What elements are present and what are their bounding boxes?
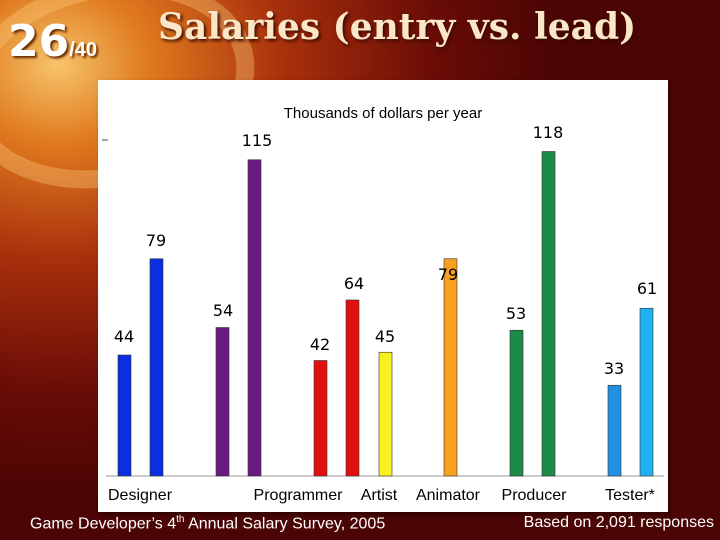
source-note: Game Developer’s 4th Annual Salary Surve… xyxy=(30,514,385,533)
category-label-artist: Artist xyxy=(361,487,398,504)
slide-number-total: /40 xyxy=(69,39,98,61)
category-label-tester: Tester* xyxy=(605,487,655,504)
category-label-designer: Designer xyxy=(108,487,173,504)
chart-title: Thousands of dollars per year xyxy=(284,105,482,122)
data-label-producer-entry: 53 xyxy=(506,304,526,323)
source-note-sup: th xyxy=(176,514,185,525)
data-label-animator-lead: 79 xyxy=(438,265,458,284)
category-label-animator: Animator xyxy=(416,487,481,504)
category-label-producer: Producer xyxy=(502,487,568,504)
data-label-programmer-lead: 115 xyxy=(242,131,273,150)
data-label-tester-lead: 61 xyxy=(637,279,657,298)
bar-animator-lead xyxy=(443,258,458,477)
bar-artist-lead xyxy=(345,299,360,477)
slide-title: Salaries (entry vs. lead) xyxy=(158,6,637,48)
bar-animator-entry xyxy=(378,351,393,477)
data-label-artist-entry: 42 xyxy=(310,335,330,354)
bar-designer-entry xyxy=(117,354,132,477)
bar-artist-entry xyxy=(313,360,328,477)
bar-programmer-lead xyxy=(247,159,262,477)
data-label-artist-lead: 64 xyxy=(344,274,364,293)
data-label-programmer-entry: 54 xyxy=(213,301,233,320)
data-label-producer-lead: 118 xyxy=(533,123,564,142)
data-label-tester-entry: 33 xyxy=(604,359,624,378)
slide-number-current: 26 xyxy=(8,16,70,67)
bar-tester-entry xyxy=(607,384,622,477)
salary-bar-chart: Thousands of dollars per year 44 79 54 115 42… xyxy=(102,105,664,504)
data-label-designer-entry: 44 xyxy=(114,327,134,346)
source-note-prefix: Game Developer’s 4 xyxy=(30,515,177,533)
slide-number: 26/40 xyxy=(8,16,97,67)
bar-programmer-entry xyxy=(215,327,230,477)
bar-designer-lead xyxy=(149,258,164,477)
chart-panel: Thousands of dollars per year 44 79 54 115 42… xyxy=(98,80,668,512)
data-label-animator-entry: 45 xyxy=(375,327,395,346)
category-label-programmer: Programmer xyxy=(254,487,344,504)
bar-producer-entry xyxy=(509,329,524,477)
source-note-suffix: Annual Salary Survey, 2005 xyxy=(184,515,386,533)
bar-tester-lead xyxy=(639,307,654,477)
bar-producer-lead xyxy=(541,151,556,477)
responses-note: Based on 2,091 responses xyxy=(523,514,714,531)
data-label-designer-lead: 79 xyxy=(146,231,166,250)
